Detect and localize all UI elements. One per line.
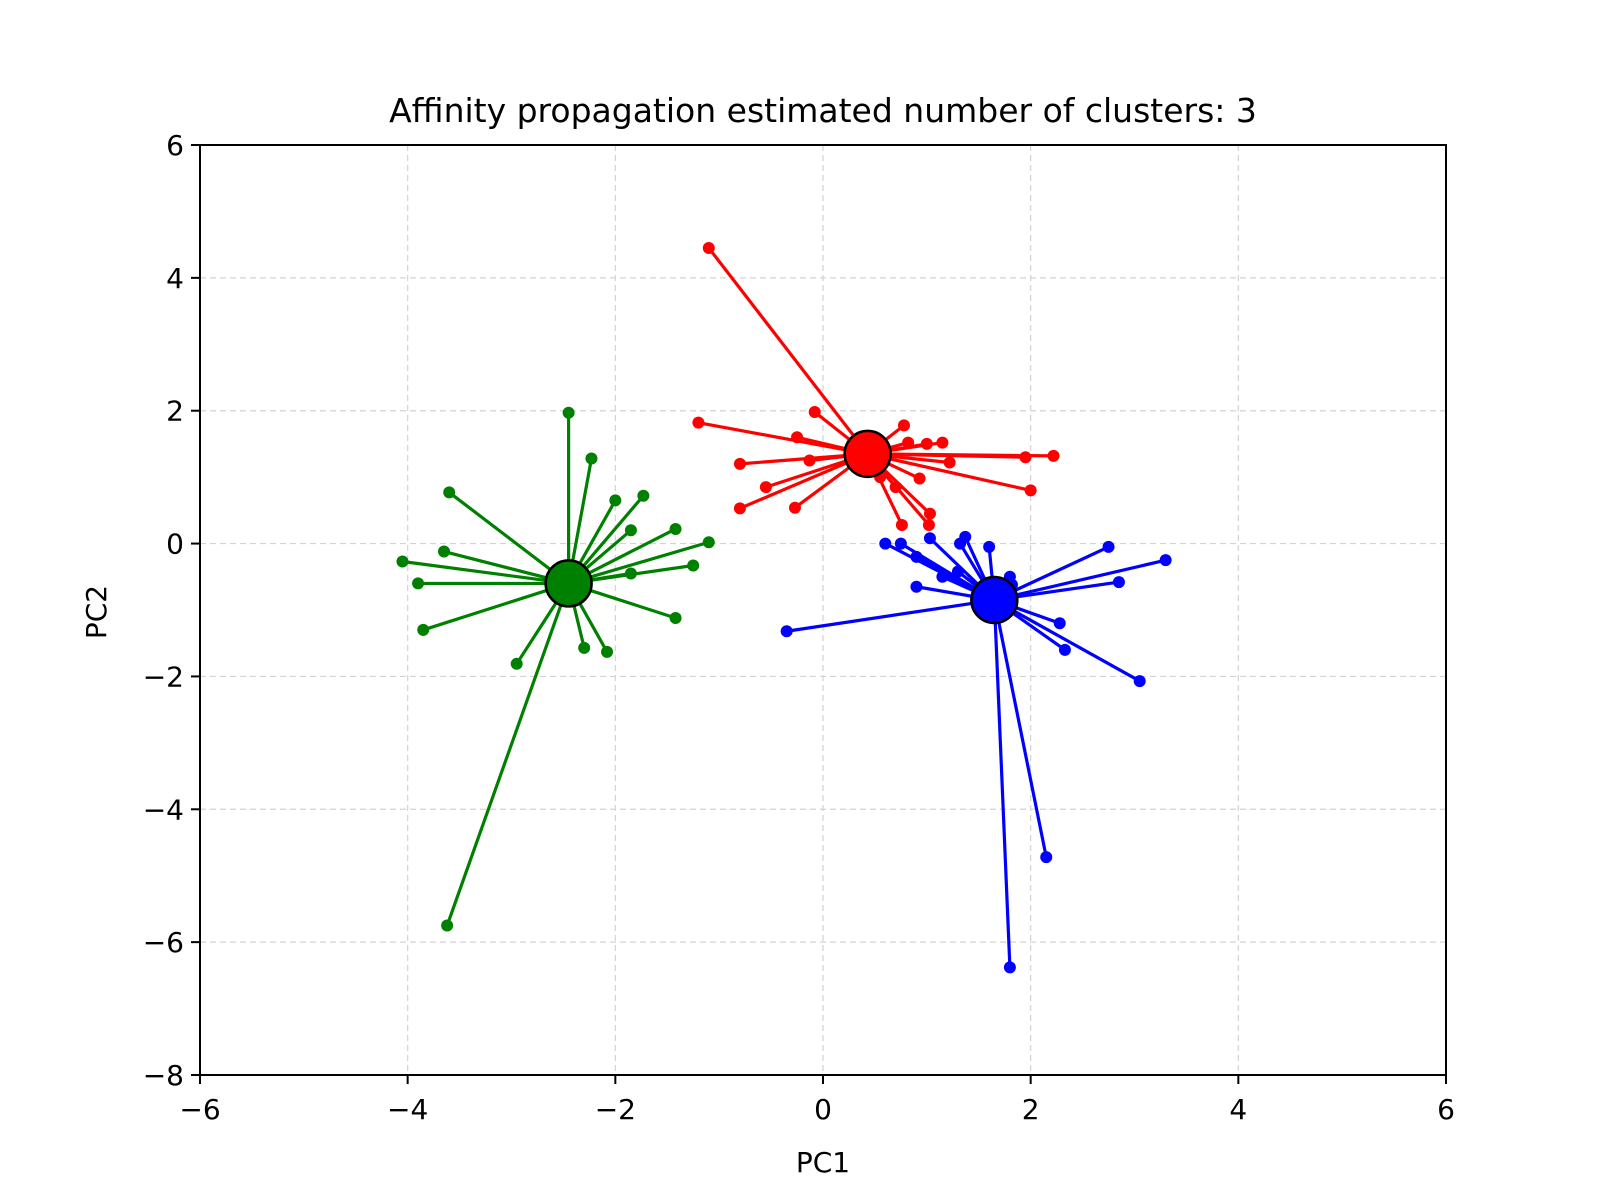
data-point [669,522,682,535]
x-tick-label: −6 [179,1093,220,1126]
data-point [913,472,926,485]
data-point [1047,449,1060,462]
y-tick-label: −4 [143,793,184,826]
data-point [1058,643,1071,656]
x-tick-label: 2 [1022,1093,1040,1126]
data-point [609,494,622,507]
data-point [1112,576,1125,589]
data-point [412,577,425,590]
cluster-link-line [448,491,570,585]
cluster-link-line [422,581,570,632]
data-point [687,559,700,572]
x-axis-ticks: −6 −4 −2 0 2 4 6 [179,1075,1455,1126]
data-point [637,489,650,502]
y-axis-title: PC2 [80,585,113,639]
data-point [438,545,451,558]
data-point [923,532,936,545]
data-point [601,645,614,658]
data-point [1159,554,1172,567]
data-point [889,481,902,494]
data-point [702,241,715,254]
cluster-center-marker [970,575,1019,625]
data-point [417,623,430,636]
data-point [624,524,637,537]
cluster-link-line [993,558,1167,602]
data-point [585,452,598,465]
data-point [1024,484,1037,497]
y-tick-label: −6 [143,926,184,959]
cluster-link-line [707,246,869,455]
data-point [759,481,772,494]
x-tick-label: 4 [1229,1093,1247,1126]
data-point [922,518,935,531]
y-tick-label: 6 [166,129,184,162]
chart-title: Affinity propagation estimated number of… [389,91,1257,130]
data-point [443,486,456,499]
data-point [936,436,949,449]
grid-lines [200,145,1446,1075]
data-point [936,570,949,583]
data-point [702,536,715,549]
x-tick-label: −4 [387,1093,428,1126]
y-tick-label: −2 [143,660,184,693]
cluster-link-line [568,540,710,585]
data-point [879,537,892,550]
data-point [808,406,821,419]
data-point [791,431,804,444]
x-tick-label: 0 [814,1093,832,1126]
y-axis-ticks: −8 −6 −4 −2 0 2 4 6 [143,129,200,1092]
cluster-link-line [445,582,571,927]
cluster-link-line [402,559,569,586]
data-point [441,919,454,932]
cluster-link-line [993,598,1141,683]
data-point [788,501,801,514]
data-point [692,416,705,429]
y-tick-label: 0 [166,528,184,561]
cluster-link-line [867,452,1032,492]
y-tick-label: 4 [166,262,184,295]
data-point [923,507,936,520]
data-point [510,657,523,670]
x-axis-title: PC1 [796,1146,850,1179]
data-point [1133,675,1146,688]
cluster-link-line [992,599,1012,968]
cluster-centers [544,429,1019,625]
data-point [1003,961,1016,974]
data-point [733,457,746,470]
data-point [780,625,793,638]
data-point [803,454,816,467]
data-point [396,555,409,568]
y-tick-label: −8 [143,1059,184,1092]
cluster-center-marker [843,429,892,479]
data-point [562,406,575,419]
y-tick-label: 2 [166,395,184,428]
data-point [951,565,964,578]
data-point [943,456,956,469]
data-point [910,580,923,593]
cluster-link-line [992,599,1048,858]
data-point [624,567,637,580]
data-point [578,641,591,654]
data-point [669,611,682,624]
data-point [983,540,996,553]
data-point [910,550,923,563]
cluster-center-marker [544,559,593,608]
data-point [920,437,933,450]
data-point [894,537,907,550]
data-point [733,502,746,515]
data-point [1053,617,1066,630]
x-tick-label: −2 [595,1093,636,1126]
data-point [959,530,972,543]
data-point [895,518,908,531]
cluster-link-line [786,598,995,633]
data-point [902,436,915,449]
data-point [1102,540,1115,553]
data-point [1040,851,1053,864]
data-point [1019,451,1032,464]
x-tick-label: 6 [1437,1093,1455,1126]
data-point [897,419,910,432]
cluster-points [396,241,1172,974]
